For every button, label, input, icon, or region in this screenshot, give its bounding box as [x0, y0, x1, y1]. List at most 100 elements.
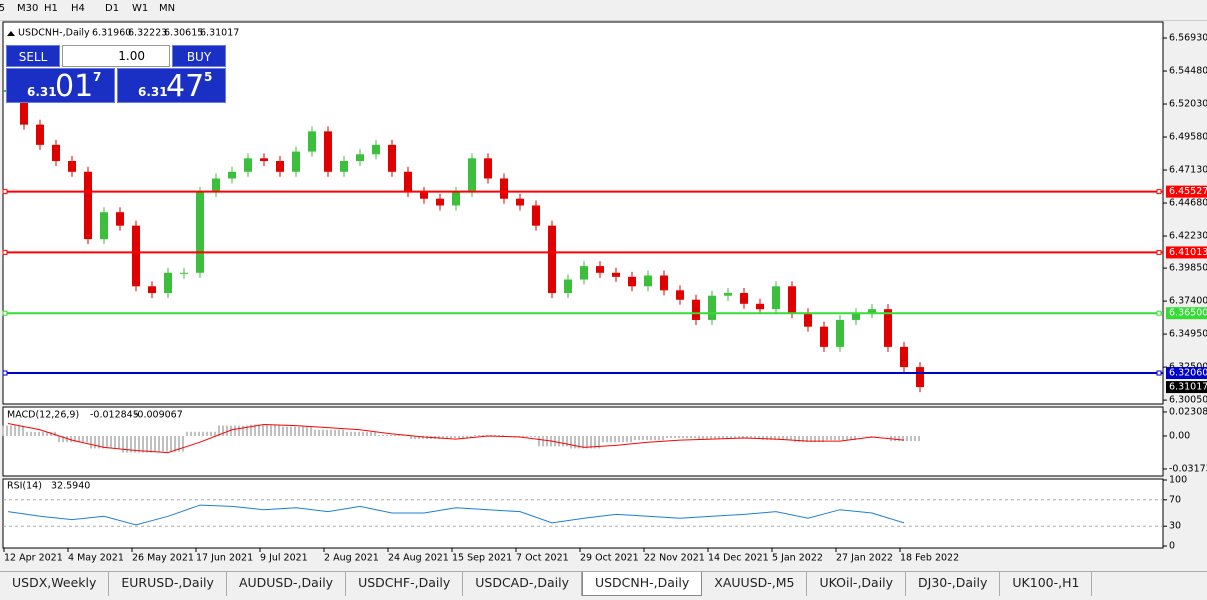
timeframe-button[interactable]: W1	[132, 3, 149, 14]
macd-bar	[302, 426, 304, 436]
y-tick-label: 6.42230	[1169, 231, 1207, 242]
macd-bar	[158, 435, 160, 452]
candle	[372, 144, 380, 155]
candle	[356, 154, 364, 162]
macd-bar	[642, 435, 644, 441]
macd-bar	[26, 431, 28, 436]
macd-bar	[270, 424, 272, 436]
y-tick-label: 0	[1169, 541, 1175, 552]
ohlc-value: 6.32223	[128, 28, 167, 39]
buy-quote[interactable]: 6.31 47 5	[117, 68, 226, 104]
candle	[132, 225, 140, 287]
macd-bar	[186, 431, 188, 436]
level-label-box	[1166, 185, 1207, 198]
chart-tab[interactable]: UK100-,H1	[1000, 572, 1093, 596]
macd-bar	[322, 429, 324, 436]
chart-tab[interactable]: AUDUSD-,Daily	[227, 572, 347, 596]
macd-bar	[226, 425, 228, 436]
macd-bar	[458, 435, 460, 439]
candle	[916, 367, 924, 388]
macd-bar	[390, 434, 392, 436]
x-tick-label: 24 Aug 2021	[388, 553, 449, 564]
macd-bar	[314, 429, 316, 436]
level-handle	[2, 189, 8, 195]
macd-bar	[786, 435, 788, 441]
chart-tab[interactable]: USDX,Weekly	[0, 572, 110, 596]
chart-tab[interactable]: EURUSD-,Daily	[109, 572, 227, 596]
candle	[532, 205, 540, 226]
level-handle	[2, 249, 8, 255]
macd-bar	[310, 426, 312, 436]
macd-bar	[690, 435, 692, 439]
macd-bar	[326, 429, 328, 436]
indicator-value: 32.5940	[51, 481, 90, 492]
macd-bar	[578, 435, 580, 449]
macd-bar	[534, 435, 536, 438]
macd-bar	[38, 431, 40, 436]
macd-bar	[694, 435, 696, 439]
macd-bar	[466, 435, 468, 439]
y-tick-label: 6.49580	[1169, 132, 1207, 143]
chart-tab[interactable]: DJ30-,Daily	[906, 572, 1001, 596]
macd-bar	[582, 435, 584, 449]
candle	[644, 275, 652, 287]
x-tick-label: 29 Oct 2021	[580, 553, 639, 564]
macd-bar	[182, 435, 184, 452]
candle	[596, 266, 604, 273]
macd-bar	[902, 435, 904, 442]
chart-tab[interactable]: USDCAD-,Daily	[463, 572, 582, 596]
macd-bar	[386, 434, 388, 436]
macd-bar	[334, 429, 336, 436]
level-handle	[1156, 249, 1162, 255]
candle	[100, 212, 108, 240]
level-label: 6.32060	[1169, 368, 1207, 379]
chart-tab[interactable]: USDCNH-,Daily	[581, 572, 703, 596]
timeframe-button[interactable]: MN	[159, 3, 176, 14]
macd-bar	[918, 435, 920, 442]
sell-button[interactable]: SELL	[6, 45, 60, 67]
timeframe-button[interactable]: D1	[105, 3, 120, 14]
chart-tab[interactable]: UKOil-,Daily	[807, 572, 907, 596]
macd-bar	[802, 435, 804, 443]
chart-tab[interactable]: USDCHF-,Daily	[346, 572, 464, 596]
macd-bar	[594, 435, 596, 449]
macd-bar	[142, 435, 144, 453]
macd-bar	[622, 435, 624, 443]
macd-bar	[502, 434, 504, 436]
macd-bar	[98, 435, 100, 449]
sell-quote[interactable]: 6.31 01 7	[6, 68, 115, 104]
y-tick-label: 6.56930	[1169, 33, 1207, 44]
level-label-box	[1166, 367, 1207, 380]
macd-bar	[138, 435, 140, 453]
chart-tab[interactable]: XAUUSD-,M5	[702, 572, 808, 596]
macd-bar	[306, 426, 308, 436]
timeframe-button[interactable]: H1	[44, 3, 58, 14]
timeframe-button[interactable]: M30	[17, 3, 39, 14]
macd-bar	[46, 431, 48, 436]
macd-bar	[558, 435, 560, 447]
timeframe-button[interactable]: M5	[0, 3, 5, 14]
buy-button[interactable]: BUY	[172, 45, 226, 67]
candle	[500, 178, 508, 199]
level-label-box	[1166, 307, 1207, 320]
macd-bar	[906, 435, 908, 442]
macd-bar	[666, 435, 668, 439]
macd-bar	[6, 425, 8, 436]
lot-input[interactable]: 1.00	[62, 45, 170, 67]
ohlc-value: 6.31960	[92, 28, 131, 39]
candle	[548, 225, 556, 294]
macd-bar	[114, 435, 116, 449]
candle	[516, 198, 524, 206]
candle	[244, 158, 252, 172]
macd-bar	[250, 424, 252, 436]
macd-bar	[346, 431, 348, 436]
rsi-line	[7, 504, 905, 526]
macd-bar	[618, 435, 620, 443]
macd-bar	[634, 435, 636, 441]
macd-bar	[474, 434, 476, 436]
candle	[564, 279, 572, 294]
x-tick-label: 4 May 2021	[68, 553, 124, 564]
timeframe-button[interactable]: H4	[71, 3, 85, 14]
candle	[772, 286, 780, 310]
y-tick-label: 6.30050	[1169, 395, 1207, 406]
